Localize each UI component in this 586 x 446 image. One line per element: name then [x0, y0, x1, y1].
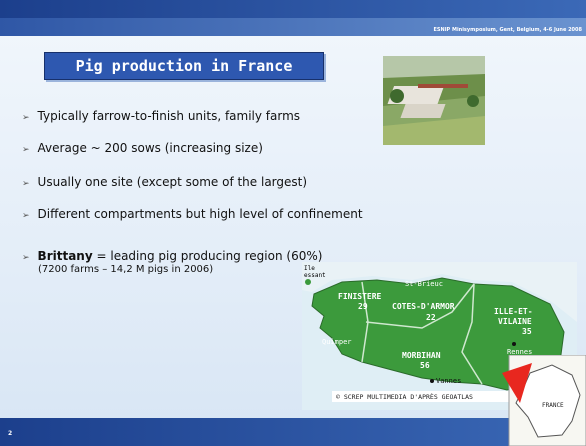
- inset-label: FRANCE: [542, 402, 564, 409]
- bullet-bold: Brittany: [38, 249, 93, 263]
- town: St-Brieuc: [405, 280, 443, 288]
- bullet-text: Different compartments but high level of…: [38, 207, 363, 221]
- bullet-text: Average ~ 200 sows (increasing size): [38, 141, 263, 155]
- bullet: ➢Usually one site (except some of the la…: [22, 175, 307, 189]
- farm-photo: [383, 56, 485, 145]
- department: MORBIHAN: [402, 351, 441, 360]
- map-credit: © SCREP MULTIMEDIA D'APRÈS GEOATLAS: [336, 392, 473, 401]
- footer-bar: [0, 418, 586, 446]
- bullet: ➢Different compartments but high level o…: [22, 207, 363, 221]
- bullet: ➢Typically farrow-to-finish units, famil…: [22, 109, 300, 123]
- france-inset: FRANCE: [502, 355, 586, 446]
- town: Quimper: [322, 338, 352, 346]
- bullet-text: Typically farrow-to-finish units, family…: [38, 109, 301, 123]
- department: COTES-D'ARMOR: [392, 302, 455, 311]
- island-label: essant: [304, 272, 326, 279]
- department-number: 35: [522, 327, 532, 336]
- page-number: 2: [8, 430, 12, 437]
- island-label: Ile: [304, 265, 315, 272]
- department: ILLE-ET-: [494, 307, 533, 316]
- bullet-text: Usually one site (except some of the lar…: [38, 175, 308, 189]
- bullet: ➢Average ~ 200 sows (increasing size): [22, 141, 263, 155]
- bullet-sub: (7200 farms – 14,2 M pigs in 2006): [38, 264, 213, 275]
- header-bar: [0, 0, 586, 18]
- department: FINISTERE: [338, 292, 382, 301]
- department: VILAINE: [498, 317, 532, 326]
- event-label: ESNIP Minisymposium, Gent, Belgium, 4-6 …: [434, 27, 583, 33]
- bullet-text: = leading pig producing region (60%): [93, 249, 323, 263]
- department-number: 29: [358, 302, 368, 311]
- slide-title: Pig production in France: [44, 52, 324, 80]
- department-number: 56: [420, 361, 430, 370]
- bullet: ➢Brittany = leading pig producing region…: [22, 249, 322, 263]
- town: Vannes: [436, 377, 461, 385]
- department-number: 22: [426, 313, 436, 322]
- slide: ESNIP Minisymposium, Gent, Belgium, 4-6 …: [0, 0, 586, 446]
